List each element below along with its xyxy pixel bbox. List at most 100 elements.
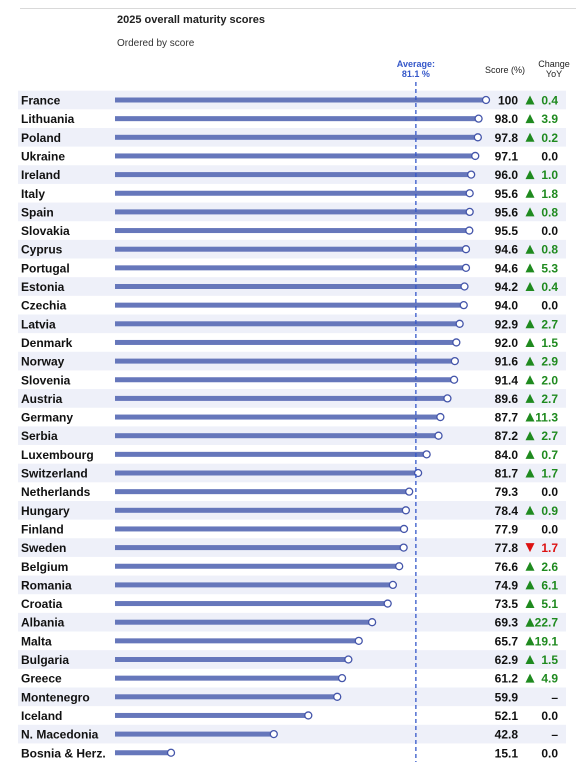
bar [115,265,463,271]
bar [115,712,306,718]
score-value: 78.4 [495,504,519,518]
change-value: 1.0 [541,168,558,182]
bar [115,526,402,532]
bar-end-dot [471,151,480,161]
change-value: 5.1 [541,597,558,611]
bar [115,545,401,551]
score-value: 87.7 [495,411,519,425]
bar [115,172,469,178]
bar-end-dot [465,207,474,217]
country-label: Finland [21,522,64,536]
bar-end-dot [459,300,468,310]
country-label: Estonia [21,280,65,294]
country-label: Germany [21,411,73,425]
country-label: Albania [21,616,65,630]
bar-end-dot [333,692,342,701]
bar-end-dot [452,338,461,347]
up-arrow-icon [525,617,535,627]
country-label: Greece [21,672,62,686]
bar [115,507,403,513]
bar-end-dot [395,562,404,571]
change-value: 4.9 [541,672,558,686]
up-arrow-icon [525,319,535,329]
bar [115,228,467,234]
bar [115,675,340,681]
change-value: 2.0 [541,373,558,387]
change-value: 0.0 [541,522,558,536]
score-value: 77.9 [495,522,519,536]
country-label: N. Macedonia [21,728,99,742]
score-value: 79.3 [495,485,519,499]
bar-end-dot [474,114,483,123]
bar [115,97,483,103]
score-header: Score (%) [485,65,525,75]
bar [115,209,467,215]
bar-end-dot [388,580,398,590]
bar-end-dot [269,729,278,739]
chart-subtitle: Ordered by score [117,38,195,49]
change-value: 22.7 [535,616,559,630]
average-value: 81.1 % [402,69,430,79]
score-value: 94.2 [495,280,519,294]
country-label: Czechia [21,299,67,313]
score-value: 74.9 [495,578,519,592]
up-arrow-icon [525,505,535,515]
bar-end-dot [473,133,482,142]
bar-end-dot [481,95,491,105]
bar-end-dot [354,636,363,645]
country-label: Bulgaria [21,653,69,667]
country-label: Ukraine [21,149,65,163]
up-arrow-icon [525,375,535,385]
country-label: Spain [21,205,54,219]
score-value: 89.6 [495,392,519,406]
bar [115,731,271,737]
country-label: Malta [21,634,52,648]
up-arrow-icon [525,263,535,273]
up-arrow-icon [525,114,535,124]
bar [115,619,370,625]
bar [115,395,445,401]
score-value: 94.6 [495,243,519,257]
country-label: Croatia [21,597,63,611]
score-value: 97.8 [495,131,519,145]
bar-end-dot [337,674,347,683]
score-value: 98.0 [495,112,519,126]
change-value: 0.9 [541,504,558,518]
country-label: Hungary [21,504,70,518]
up-arrow-icon [525,636,535,646]
bar [115,433,436,439]
change-value: 0.2 [541,131,558,145]
country-label: France [21,94,61,108]
score-value: 94.6 [495,261,519,275]
country-label: Switzerland [21,467,88,481]
change-header: Change [538,59,570,69]
bar [115,190,467,196]
score-value: 59.9 [495,690,519,704]
chart-title: 2025 overall maturity scores [117,14,265,26]
country-label: Netherlands [21,485,91,499]
country-label: Poland [21,131,61,145]
country-label: Serbia [21,429,58,443]
change-value: 5.3 [541,261,558,275]
change-value: 1.7 [541,541,558,555]
change-value: 3.9 [541,112,558,126]
change-value: 19.1 [535,634,559,648]
up-arrow-icon [525,95,535,105]
bar-end-dot [434,431,443,440]
bar [115,321,457,327]
score-value: 95.5 [495,224,519,238]
country-label: Denmark [21,336,73,350]
country-label: Romania [21,578,72,592]
score-value: 77.8 [495,541,519,555]
score-value: 92.0 [495,336,519,350]
up-arrow-icon [525,132,535,142]
change-header-yoy: YoY [546,69,562,79]
change-value: 0.0 [541,746,558,760]
bar-end-dot [455,319,464,328]
country-label: Belgium [21,560,68,574]
bar-end-dot [460,282,469,291]
score-value: 91.6 [495,355,519,369]
country-label: Montenegro [21,690,90,704]
up-arrow-icon [525,282,535,291]
change-value: 0.7 [541,448,558,462]
